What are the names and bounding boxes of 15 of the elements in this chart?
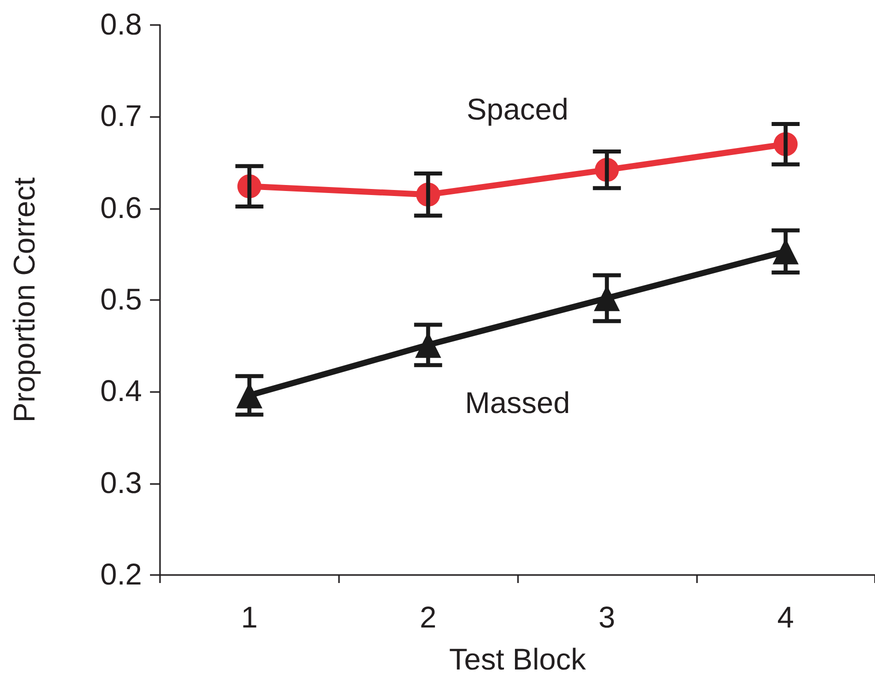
series-label: Massed (464, 387, 570, 420)
series-label: Spaced (466, 94, 568, 127)
y-tick-label: 0.4 (100, 375, 142, 408)
y-tick-label: 0.5 (100, 284, 142, 316)
x-tick-label: 1 (241, 602, 258, 634)
y-tick-label: 0.2 (100, 558, 142, 592)
x-tick-label: 3 (598, 602, 616, 634)
x-tick-label: 2 (420, 602, 436, 634)
x-axis-title: Test Block (449, 644, 587, 676)
y-tick-label: 0.7 (100, 100, 142, 134)
x-tick-label: 4 (777, 602, 794, 634)
y-tick-label: 0.3 (100, 466, 142, 500)
y-axis-title: Proportion Correct (8, 176, 42, 423)
y-tick-label: 0.6 (100, 192, 142, 225)
y-tick-label: 0.8 (100, 8, 142, 42)
